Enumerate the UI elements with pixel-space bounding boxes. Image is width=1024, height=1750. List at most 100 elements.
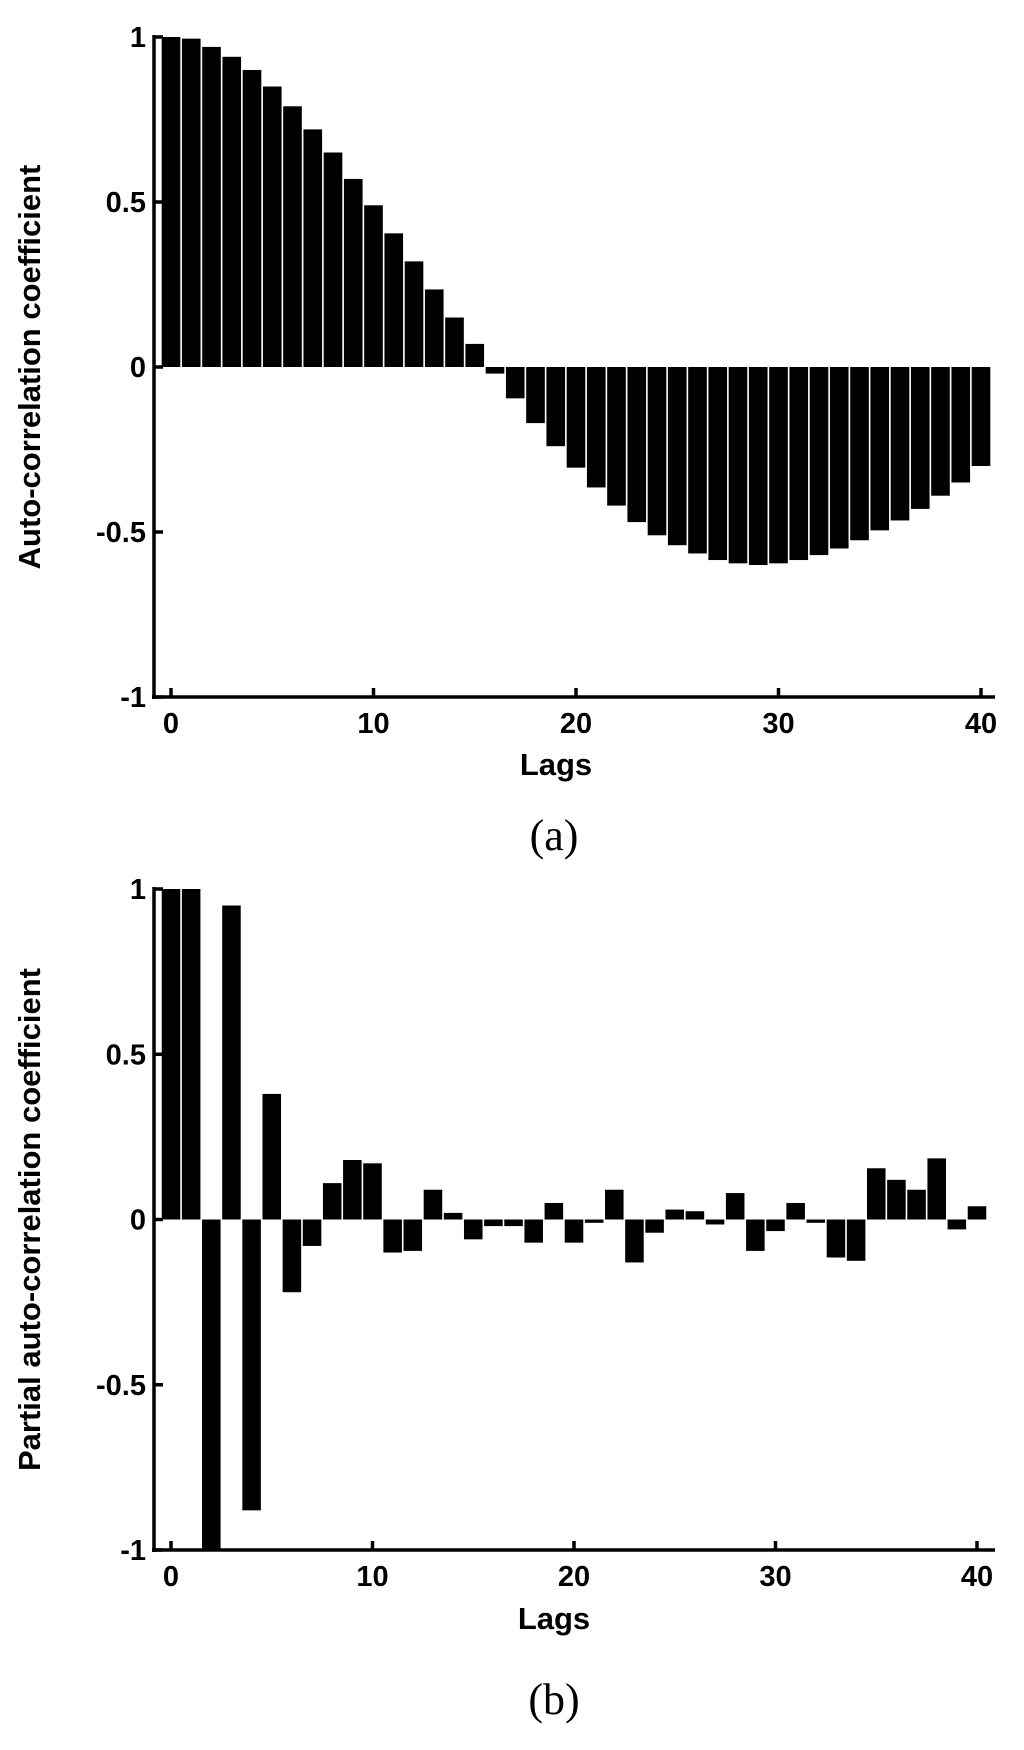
x-axis-label-b: Lags xyxy=(518,1601,590,1636)
x-tick-label: 10 xyxy=(356,1561,388,1593)
bar-b-lag-39 xyxy=(947,1219,967,1230)
y-tick-label: -1 xyxy=(120,682,146,714)
bar-a-lag-38 xyxy=(931,367,950,496)
x-tick-label: 40 xyxy=(965,708,997,740)
bar-b-lag-22 xyxy=(605,1189,624,1220)
bar-b-lag-5 xyxy=(262,1093,282,1220)
x-tick-label: 30 xyxy=(762,708,794,740)
bar-a-lag-31 xyxy=(789,367,809,561)
bar-b-lag-37 xyxy=(907,1189,926,1220)
bar-a-lag-24 xyxy=(647,367,667,536)
bar-b-lag-19 xyxy=(544,1202,564,1220)
x-tick-label: 20 xyxy=(558,1561,590,1593)
bar-b-lag-35 xyxy=(866,1168,886,1220)
bar-a-lag-40 xyxy=(971,367,991,466)
x-tick-label: 0 xyxy=(163,1561,179,1593)
y-tick-label: -1 xyxy=(120,1535,146,1567)
y-tick-label: 0 xyxy=(130,352,146,384)
bar-b-lag-21 xyxy=(584,1219,604,1223)
bar-a-lag-28 xyxy=(728,367,748,564)
bars-b xyxy=(161,889,987,1550)
chart-panel-b: 1 0.5 0 -0.5 -1 0 10 20 30 40 Lags Partial auto-… xyxy=(12,874,995,1724)
bar-a-lag-39 xyxy=(951,367,971,483)
bar-b-lag-34 xyxy=(846,1219,866,1261)
y-axis-label-b: Partial auto-correlation coefficient xyxy=(12,968,47,1471)
bar-b-lag-25 xyxy=(665,1209,685,1220)
bar-b-lag-28 xyxy=(725,1193,745,1220)
bar-b-lag-15 xyxy=(463,1219,483,1240)
bar-b-lag-1 xyxy=(181,889,201,1220)
bars-a xyxy=(161,37,991,565)
bar-a-lag-20 xyxy=(566,367,586,468)
bar-b-lag-23 xyxy=(625,1219,644,1263)
bar-b-lag-40 xyxy=(967,1206,987,1220)
bar-b-lag-29 xyxy=(746,1219,765,1251)
bar-a-lag-13 xyxy=(424,289,444,367)
bar-a-lag-29 xyxy=(748,367,768,565)
bar-a-lag-14 xyxy=(445,317,464,367)
bar-a-lag-23 xyxy=(627,367,647,523)
bar-b-lag-33 xyxy=(826,1219,846,1258)
bar-a-lag-25 xyxy=(667,367,687,546)
bar-a-lag-15 xyxy=(465,343,485,367)
y-axis-label-a: Auto-correlation coefficient xyxy=(12,165,47,570)
bar-a-lag-2 xyxy=(202,46,221,368)
bar-b-lag-38 xyxy=(927,1158,946,1220)
bar-a-lag-3 xyxy=(222,56,242,368)
bar-a-lag-7 xyxy=(303,129,323,367)
bar-b-lag-2 xyxy=(202,1219,221,1550)
bar-b-lag-36 xyxy=(887,1179,906,1220)
bar-b-lag-31 xyxy=(786,1202,805,1220)
bar-a-lag-35 xyxy=(870,367,890,531)
y-ticks-a: 1 0.5 0 -0.5 -1 xyxy=(96,22,163,714)
bar-b-lag-6 xyxy=(282,1219,302,1293)
x-tick-label: 40 xyxy=(961,1561,993,1593)
bar-a-lag-16 xyxy=(485,367,505,374)
bar-a-lag-11 xyxy=(384,233,404,367)
bar-a-lag-22 xyxy=(607,367,626,506)
y-tick-label: 0.5 xyxy=(106,187,146,219)
chart-panel-a: 1 0.5 0 -0.5 -1 0 10 20 30 40 Lags Auto-correlat… xyxy=(12,22,997,860)
caption-b: (b) xyxy=(528,1675,579,1724)
bar-a-lag-21 xyxy=(586,367,606,488)
x-ticks-b: 0 10 20 30 40 xyxy=(163,1541,993,1593)
bar-b-lag-24 xyxy=(645,1219,664,1233)
bar-b-lag-16 xyxy=(484,1219,503,1227)
bar-a-lag-12 xyxy=(404,261,424,367)
bar-a-lag-1 xyxy=(181,38,201,368)
bar-b-lag-0 xyxy=(161,889,181,1220)
bar-a-lag-30 xyxy=(769,367,788,564)
bar-a-lag-34 xyxy=(850,367,869,541)
bar-b-lag-14 xyxy=(443,1212,463,1220)
bar-a-lag-37 xyxy=(910,367,930,509)
bar-a-lag-27 xyxy=(708,367,728,561)
bar-a-lag-26 xyxy=(688,367,707,554)
y-ticks-b: 1 0.5 0 -0.5 -1 xyxy=(96,874,163,1567)
bar-a-lag-19 xyxy=(546,367,566,447)
bar-b-lag-8 xyxy=(322,1183,342,1220)
bar-b-lag-26 xyxy=(685,1211,705,1220)
bar-b-lag-30 xyxy=(766,1219,785,1232)
bar-b-lag-17 xyxy=(504,1219,523,1227)
bar-a-lag-32 xyxy=(809,367,829,556)
y-tick-label: 1 xyxy=(130,874,146,906)
y-tick-label: 0.5 xyxy=(106,1039,146,1071)
y-tick-label: -0.5 xyxy=(96,517,146,549)
bar-b-lag-20 xyxy=(564,1219,584,1243)
bar-b-lag-11 xyxy=(383,1219,402,1253)
bar-a-lag-4 xyxy=(242,70,262,367)
bar-b-lag-4 xyxy=(242,1219,261,1511)
x-ticks-a: 0 10 20 30 40 xyxy=(163,688,997,740)
bar-a-lag-5 xyxy=(262,86,282,367)
x-axis-label-a: Lags xyxy=(520,747,592,782)
x-tick-label: 10 xyxy=(357,708,389,740)
bar-a-lag-18 xyxy=(526,367,545,424)
y-tick-label: -0.5 xyxy=(96,1370,146,1402)
bar-b-lag-18 xyxy=(524,1219,543,1243)
bar-b-lag-7 xyxy=(302,1219,322,1246)
x-tick-label: 20 xyxy=(560,708,592,740)
y-tick-label: 0 xyxy=(130,1205,146,1237)
bar-b-lag-12 xyxy=(403,1219,423,1251)
caption-a: (a) xyxy=(530,811,579,860)
